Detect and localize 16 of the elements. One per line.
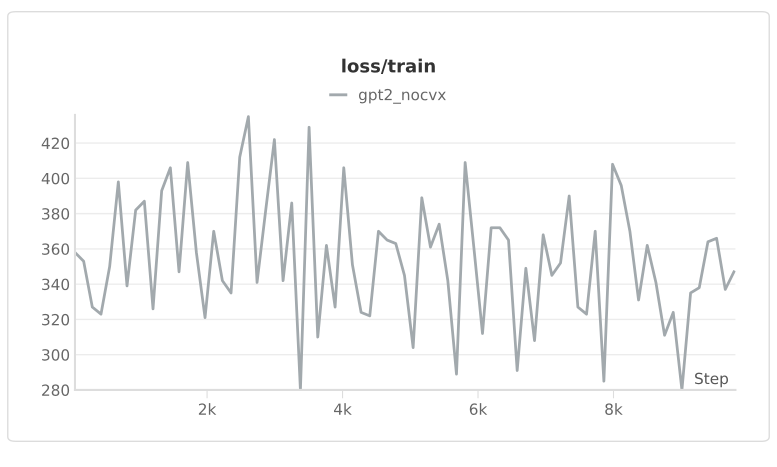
x-axis-title: Step bbox=[695, 372, 728, 388]
chart-title: loss/train bbox=[342, 58, 435, 74]
x-tick-label: 6k bbox=[470, 403, 488, 415]
y-tick-label: 300 bbox=[42, 349, 70, 361]
legend-label: gpt2_nocvx bbox=[358, 88, 446, 104]
y-tick-label: 340 bbox=[42, 278, 70, 290]
y-tick-label: 360 bbox=[42, 243, 70, 255]
x-tick-label: 4k bbox=[334, 403, 352, 415]
y-tick-label: 420 bbox=[42, 138, 70, 150]
y-tick-label: 280 bbox=[42, 384, 70, 396]
y-tick-label: 380 bbox=[42, 208, 70, 220]
y-tick-label: 400 bbox=[42, 172, 70, 184]
y-tick-label: 320 bbox=[42, 314, 70, 326]
x-tick-label: 2k bbox=[198, 403, 216, 415]
x-tick-label: 8k bbox=[605, 403, 623, 415]
line-series bbox=[74, 115, 736, 390]
